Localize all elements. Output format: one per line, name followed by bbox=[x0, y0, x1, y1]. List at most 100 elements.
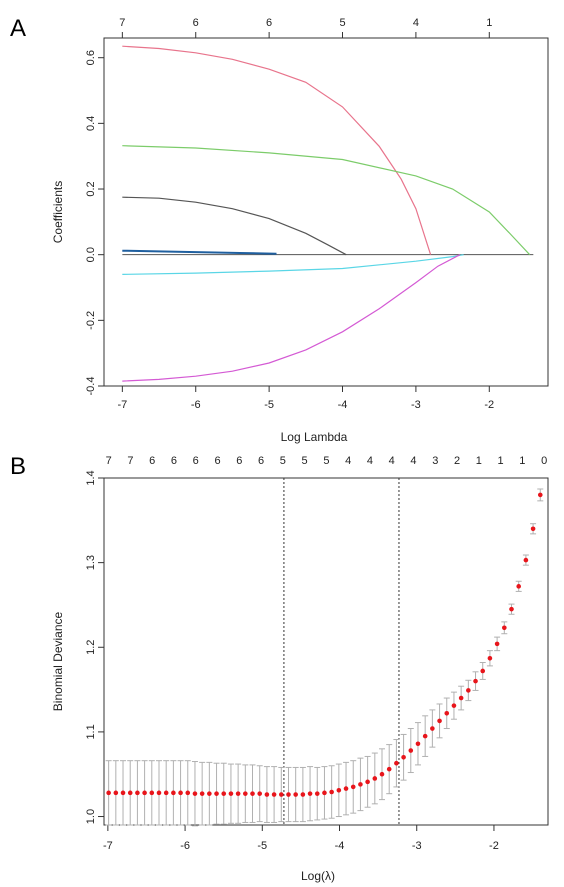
top-tick-label: 1 bbox=[519, 455, 525, 467]
deviance-point bbox=[494, 641, 500, 647]
top-tick-label: 6 bbox=[236, 455, 242, 467]
deviance-point bbox=[264, 792, 270, 797]
top-tick-label: 6 bbox=[171, 455, 177, 467]
deviance-point bbox=[372, 776, 378, 781]
x-tick-label: -7 bbox=[117, 399, 127, 411]
x-tick-label: -7 bbox=[103, 840, 113, 852]
deviance-point bbox=[271, 792, 277, 797]
y-axis-label: Binomial Deviance bbox=[51, 611, 65, 711]
coefficient-path-2 bbox=[122, 145, 531, 256]
deviance-point bbox=[530, 526, 536, 532]
coefficient-path-6 bbox=[122, 254, 461, 382]
deviance-point bbox=[422, 733, 428, 739]
x-tick-label: -5 bbox=[264, 399, 274, 411]
x-tick-label: -6 bbox=[180, 840, 190, 852]
deviance-point bbox=[473, 678, 478, 684]
top-tick-label: 4 bbox=[345, 455, 351, 467]
top-tick-label: 7 bbox=[119, 17, 125, 29]
top-tick-label: 5 bbox=[302, 455, 308, 467]
deviance-point bbox=[365, 779, 370, 785]
x-axis-label: Log Lambda bbox=[281, 430, 348, 444]
deviance-point bbox=[415, 741, 421, 747]
panel-a-label: A bbox=[10, 15, 26, 42]
y-tick-label: 1.1 bbox=[85, 724, 97, 739]
coefficient-path-1 bbox=[122, 45, 432, 255]
y-tick-label: -0.4 bbox=[85, 377, 97, 396]
y-tick-label: 1.4 bbox=[85, 470, 97, 485]
top-tick-label: 1 bbox=[498, 455, 504, 467]
deviance-point bbox=[207, 791, 212, 796]
y-tick-label: 0.0 bbox=[85, 247, 97, 262]
panel-b-label: B bbox=[10, 453, 26, 480]
deviance-point bbox=[127, 790, 133, 796]
deviance-point bbox=[178, 790, 183, 796]
deviance-point bbox=[286, 792, 291, 797]
top-tick-label: 1 bbox=[476, 455, 482, 467]
top-tick-label: 4 bbox=[389, 455, 395, 467]
top-tick-label: 6 bbox=[193, 455, 199, 467]
deviance-point bbox=[516, 584, 521, 589]
deviance-point bbox=[185, 790, 191, 796]
deviance-point bbox=[458, 695, 464, 701]
y-tick-label: 0.4 bbox=[85, 116, 97, 131]
deviance-point bbox=[156, 790, 162, 796]
top-tick-label: 5 bbox=[323, 455, 329, 467]
deviance-point bbox=[300, 792, 306, 797]
y-tick-label: 1.3 bbox=[85, 555, 97, 570]
deviance-point bbox=[120, 790, 126, 796]
deviance-point bbox=[401, 754, 406, 760]
deviance-point bbox=[163, 790, 169, 796]
x-tick-label: -6 bbox=[191, 399, 201, 411]
deviance-point bbox=[437, 718, 442, 724]
deviance-point bbox=[480, 668, 486, 674]
top-tick-label: 6 bbox=[214, 455, 220, 467]
top-tick-label: 7 bbox=[106, 455, 112, 467]
top-tick-label: 5 bbox=[339, 17, 345, 29]
top-tick-label: 0 bbox=[541, 455, 547, 467]
deviance-point bbox=[257, 791, 263, 796]
plot-frame bbox=[103, 37, 549, 387]
deviance-point bbox=[113, 790, 119, 796]
deviance-point bbox=[243, 791, 248, 796]
deviance-point bbox=[135, 790, 140, 796]
deviance-point bbox=[444, 710, 450, 716]
y-tick-label: -0.2 bbox=[85, 311, 97, 330]
deviance-point bbox=[502, 625, 507, 631]
panel-a-coefficient-path-chart: -7 -6 -5 -4 -3 -2 -0.4 -0.2 0.0 0.2 0.4 0.6 7 6 6 5 4 1 Lo… bbox=[51, 17, 549, 444]
deviance-point bbox=[430, 726, 435, 731]
deviance-point bbox=[322, 790, 327, 796]
top-tick-label: 6 bbox=[266, 17, 272, 29]
deviance-point bbox=[250, 791, 255, 796]
deviance-point bbox=[149, 790, 155, 796]
deviance-point bbox=[214, 791, 219, 796]
x-tick-label: -3 bbox=[411, 399, 421, 411]
deviance-point bbox=[350, 784, 356, 790]
deviance-point bbox=[358, 782, 363, 787]
y-axis-label: Coefficients bbox=[51, 181, 65, 243]
coefficient-path-4 bbox=[122, 249, 277, 255]
deviance-point bbox=[192, 791, 198, 796]
deviance-point bbox=[537, 492, 543, 498]
deviance-point bbox=[379, 771, 385, 777]
panel-b-cross-validation-chart: -7 -6 -5 -4 -3 -2 1.0 1.1 1.2 1.3 1.4 7 7 6 6 6 6 6 6 5 5 5 4 4… bbox=[51, 455, 549, 883]
deviance-point bbox=[329, 789, 334, 795]
coefficient-path-5 bbox=[122, 254, 464, 275]
top-tick-label: 6 bbox=[193, 17, 199, 29]
x-tick-label: -4 bbox=[335, 840, 345, 852]
top-tick-label: 5 bbox=[280, 455, 286, 467]
deviance-point bbox=[314, 791, 320, 796]
top-tick-label: 7 bbox=[127, 455, 133, 467]
deviance-point bbox=[336, 788, 342, 793]
x-tick-label: -4 bbox=[338, 399, 348, 411]
y-tick-label: 1.0 bbox=[85, 809, 97, 824]
y-tick-label: 0.2 bbox=[85, 181, 97, 196]
deviance-point bbox=[408, 748, 414, 753]
deviance-point bbox=[487, 655, 493, 661]
deviance-point bbox=[394, 760, 399, 766]
x-tick-label: -5 bbox=[257, 840, 267, 852]
y-tick-label: 1.2 bbox=[85, 640, 97, 655]
deviance-point bbox=[343, 786, 349, 791]
top-tick-label: 4 bbox=[410, 455, 416, 467]
deviance-point bbox=[466, 688, 471, 693]
x-tick-label: -2 bbox=[489, 840, 499, 852]
